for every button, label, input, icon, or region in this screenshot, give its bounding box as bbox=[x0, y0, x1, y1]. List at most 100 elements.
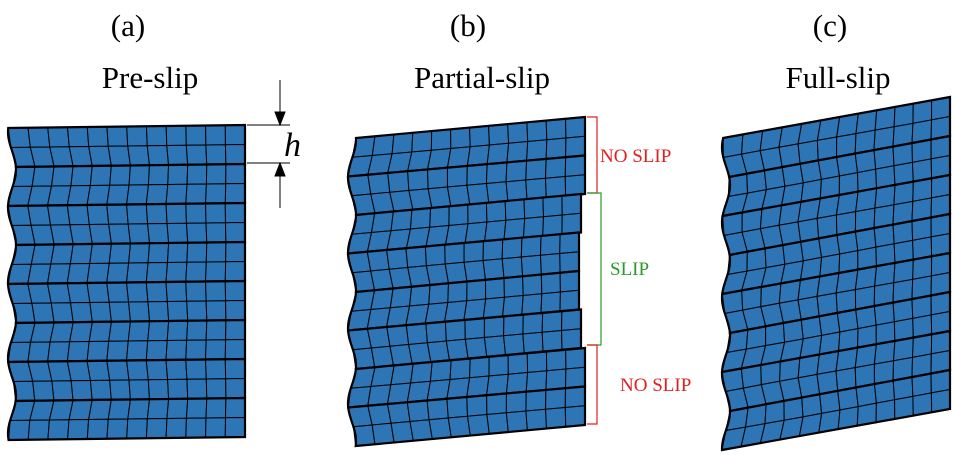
grid-part bbox=[68, 420, 89, 440]
grid-part bbox=[67, 342, 89, 362]
grid-part bbox=[166, 204, 186, 224]
grid-part bbox=[206, 145, 226, 165]
grid-part bbox=[148, 165, 168, 185]
grid-part bbox=[506, 373, 527, 394]
grid-part bbox=[225, 203, 245, 223]
grids bbox=[8, 97, 950, 450]
grid-part bbox=[129, 243, 150, 263]
grid-part bbox=[798, 140, 818, 163]
grid-part bbox=[206, 262, 226, 282]
grid-part bbox=[445, 301, 467, 322]
grid-part bbox=[410, 208, 430, 229]
grid-part bbox=[31, 245, 54, 265]
grid-part bbox=[504, 315, 524, 336]
grid-part bbox=[562, 329, 581, 350]
grid-part bbox=[546, 177, 566, 198]
grid-part bbox=[508, 122, 528, 143]
grid-part bbox=[186, 145, 206, 165]
grid-part bbox=[148, 224, 169, 244]
grid-part bbox=[447, 166, 467, 187]
grid-part bbox=[502, 238, 522, 259]
grid-part bbox=[467, 184, 489, 205]
grid-part bbox=[225, 340, 245, 360]
grid-part bbox=[546, 388, 566, 409]
grid-part bbox=[464, 299, 486, 320]
grid-part bbox=[28, 128, 50, 148]
grid-part bbox=[148, 321, 169, 341]
grid-part bbox=[51, 244, 73, 264]
grid-part bbox=[446, 224, 468, 245]
grid-part bbox=[427, 380, 450, 401]
grid-part bbox=[505, 199, 525, 220]
grid-part bbox=[87, 127, 108, 147]
grid-part bbox=[507, 142, 528, 163]
grid-part bbox=[70, 244, 92, 264]
grid-part bbox=[71, 381, 92, 401]
grid-part bbox=[28, 264, 51, 284]
grid-part bbox=[486, 201, 505, 222]
grid-part bbox=[87, 205, 109, 225]
panel-label: (a) bbox=[111, 8, 145, 43]
grid-part bbox=[90, 166, 111, 186]
grid-part bbox=[543, 215, 563, 236]
grid-part bbox=[67, 283, 90, 303]
grid-part bbox=[225, 418, 245, 438]
grid-part bbox=[129, 165, 149, 185]
grid-part bbox=[527, 140, 547, 161]
grid-part bbox=[206, 359, 226, 379]
grid-part bbox=[225, 125, 245, 145]
grid-part bbox=[562, 310, 581, 331]
grid-part bbox=[89, 146, 112, 166]
grid-part bbox=[186, 204, 206, 224]
grid-part bbox=[186, 340, 206, 360]
grid-part bbox=[565, 175, 585, 196]
panel-title: Full-slip bbox=[785, 60, 890, 95]
grid-part bbox=[468, 415, 490, 436]
panel-label: (b) bbox=[450, 8, 486, 43]
grid-part bbox=[89, 322, 111, 342]
grid-part bbox=[467, 280, 486, 301]
grid-part bbox=[107, 419, 128, 439]
grid-part bbox=[467, 145, 489, 166]
grid-part bbox=[430, 206, 449, 227]
grid-part bbox=[109, 302, 130, 322]
grid-part bbox=[390, 287, 411, 308]
panel-label: (c) bbox=[813, 8, 847, 43]
grid-part bbox=[48, 420, 69, 440]
grid-part bbox=[560, 271, 579, 292]
grid-part bbox=[127, 341, 148, 361]
grid-part bbox=[506, 411, 527, 432]
grid-part bbox=[109, 322, 131, 342]
grid-part bbox=[67, 361, 90, 381]
grid-part bbox=[146, 341, 167, 361]
grid-part bbox=[464, 241, 483, 262]
grid-part bbox=[368, 173, 390, 194]
grid-part bbox=[504, 219, 525, 240]
grid-part bbox=[527, 121, 547, 142]
grid-part bbox=[146, 263, 167, 283]
grid-part bbox=[127, 204, 148, 224]
grid-part bbox=[468, 203, 487, 224]
grid-part bbox=[166, 262, 187, 282]
grid-part bbox=[427, 399, 448, 420]
grid-part bbox=[566, 348, 585, 369]
grid-part bbox=[448, 282, 467, 303]
grid-part bbox=[411, 362, 433, 383]
grid-part bbox=[486, 163, 506, 184]
grid-part bbox=[470, 357, 490, 378]
grid-part bbox=[108, 146, 130, 166]
no-slip-label: NO SLIP bbox=[600, 146, 671, 167]
grid-part bbox=[110, 166, 131, 186]
grid-part bbox=[425, 245, 445, 266]
grid-part bbox=[206, 320, 226, 340]
grid-part bbox=[167, 145, 188, 165]
grid-part bbox=[107, 127, 128, 147]
grid-part bbox=[225, 398, 245, 418]
grid-part bbox=[406, 324, 427, 345]
grid-part bbox=[107, 205, 128, 225]
grid-part bbox=[487, 143, 508, 164]
grid-part bbox=[206, 125, 226, 145]
grid-part bbox=[487, 374, 509, 395]
grid-part bbox=[206, 418, 226, 438]
grid-part bbox=[127, 263, 149, 283]
